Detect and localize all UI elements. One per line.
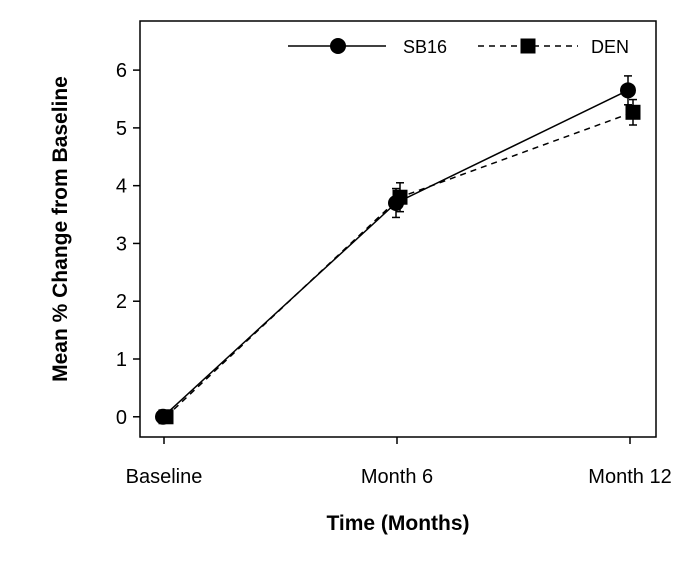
y-tick-label: 2 <box>116 291 127 313</box>
legend-marker-sb16 <box>330 38 346 54</box>
legend-marker-den <box>520 38 536 54</box>
y-axis-title: Mean % Change from Baseline <box>49 76 72 382</box>
axes-layer: 0 1 2 3 4 5 6 Baseline Month 6 Month 12 Time (Mont… <box>49 20 672 535</box>
y-tick-label: 1 <box>116 349 127 371</box>
data-point-den <box>158 409 174 425</box>
series-layer <box>155 75 641 425</box>
data-point-sb16 <box>620 82 636 99</box>
series-line-den <box>165 111 634 418</box>
y-tick-label: 6 <box>116 60 127 82</box>
y-tick-label: 3 <box>116 233 127 255</box>
y-tick-label: 0 <box>116 407 127 429</box>
x-tick-label: Month 6 <box>361 466 433 488</box>
legend-label-sb16: SB16 <box>403 37 447 57</box>
data-point-den <box>625 104 641 120</box>
x-tick-label: Month 12 <box>588 466 671 488</box>
y-tick-label: 5 <box>116 118 127 140</box>
y-tick-label: 4 <box>116 176 127 198</box>
plot-frame <box>139 20 657 438</box>
legend-label-den: DEN <box>591 37 629 57</box>
legend: SB16 DEN <box>288 37 629 57</box>
x-tick-label: Baseline <box>126 466 203 488</box>
data-point-den <box>392 189 408 205</box>
x-axis-title: Time (Months) <box>326 512 469 535</box>
